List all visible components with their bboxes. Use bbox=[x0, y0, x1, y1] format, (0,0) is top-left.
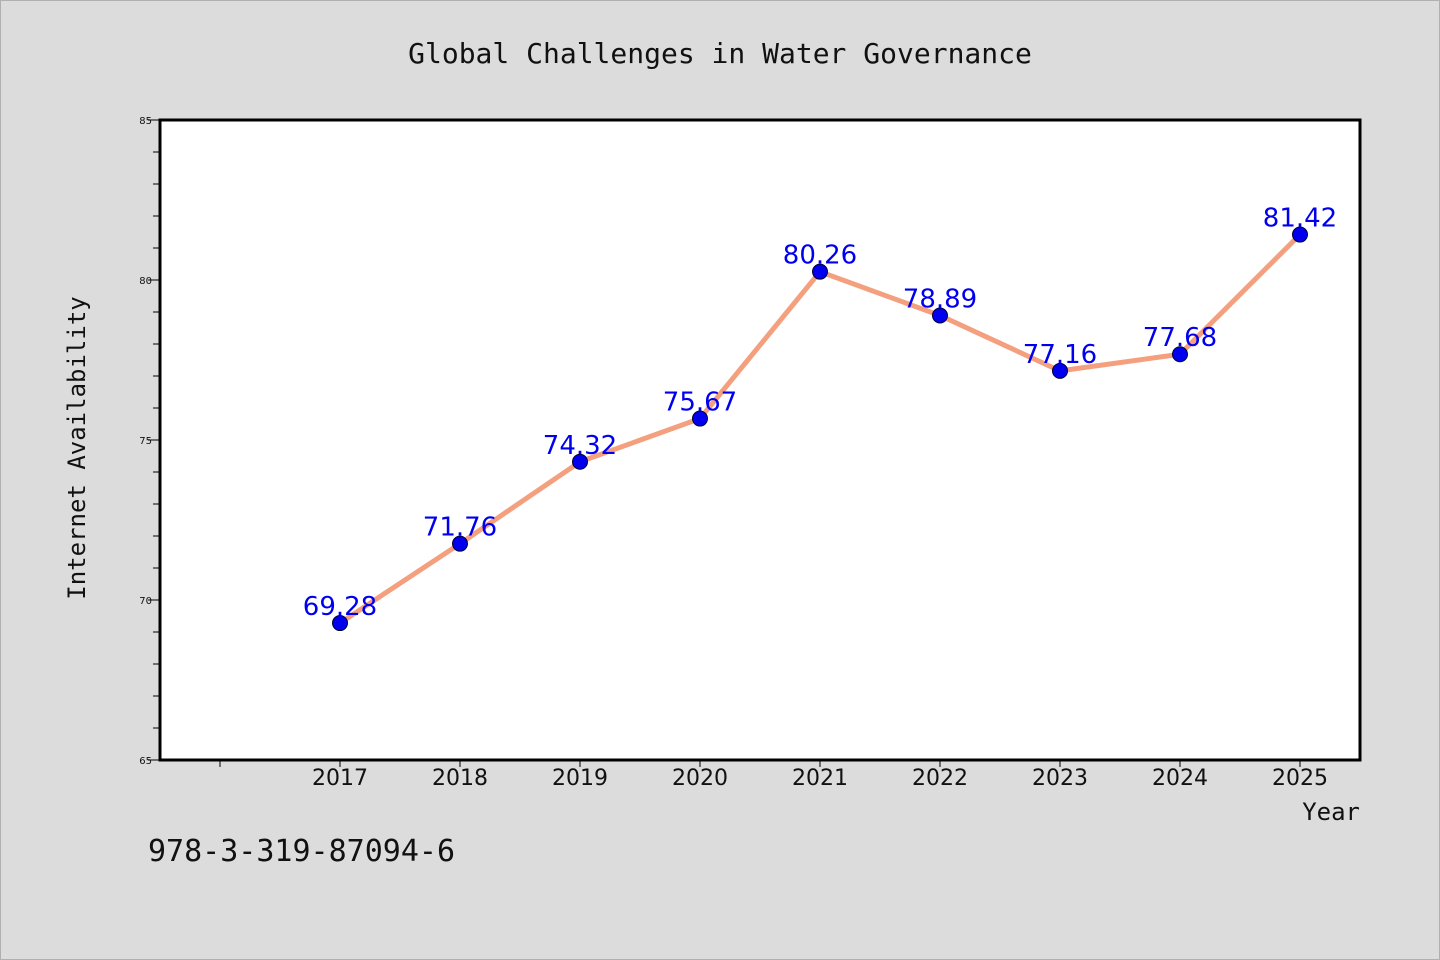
plot-border bbox=[158, 118, 1362, 762]
x-tick-label: 2018 bbox=[432, 766, 488, 791]
data-point bbox=[452, 535, 468, 552]
y-tick-label: 75 bbox=[139, 436, 152, 447]
data-point bbox=[332, 615, 348, 632]
x-axis-label: Year bbox=[1302, 798, 1360, 826]
series-layer: 69.2871.7674.3275.6780.2678.8977.1677.68… bbox=[303, 204, 1337, 632]
axis-ticks: 65 70 75 80 85 2017 2018 2019 2020 2021 2022 2023 20… bbox=[139, 116, 1328, 791]
x-tick-label: 2022 bbox=[912, 766, 968, 791]
data-point bbox=[932, 307, 948, 324]
y-tick-label: 85 bbox=[139, 116, 152, 127]
data-point bbox=[1292, 226, 1308, 243]
x-tick-label: 2024 bbox=[1152, 766, 1208, 791]
y-tick-label: 70 bbox=[139, 596, 152, 607]
y-tick-label: 65 bbox=[139, 756, 152, 767]
x-tick-label: 2017 bbox=[312, 766, 368, 791]
y-axis-label: Internet Availability bbox=[63, 296, 91, 599]
x-tick-label: 2021 bbox=[792, 766, 848, 791]
x-tick-label: 2025 bbox=[1272, 766, 1328, 791]
chart-title: Global Challenges in Water Governance bbox=[408, 37, 1032, 70]
data-point bbox=[812, 263, 828, 280]
data-point bbox=[1052, 362, 1068, 379]
isbn-label: 978-3-319-87094-6 bbox=[148, 834, 456, 869]
x-tick-label: 2020 bbox=[672, 766, 728, 791]
x-tick-label: 2023 bbox=[1032, 766, 1088, 791]
plot-area bbox=[160, 120, 1360, 760]
x-tick-label: 2019 bbox=[552, 766, 608, 791]
data-point bbox=[572, 453, 588, 470]
data-point bbox=[692, 410, 708, 427]
data-point bbox=[1172, 346, 1188, 363]
y-tick-label: 80 bbox=[139, 276, 152, 287]
